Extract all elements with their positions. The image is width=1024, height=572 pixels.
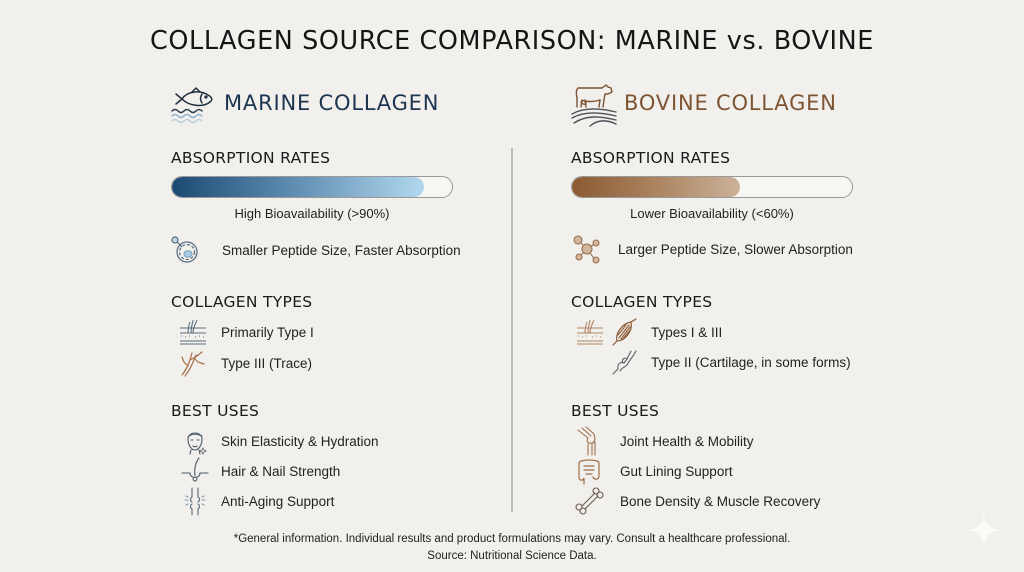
bovine-column: BOVINE COLLAGEN ABSORPTION RATES Lower B…	[566, 80, 886, 515]
skin-layers-icon	[577, 319, 603, 345]
bovine-absorption-caption: Lower Bioavailability (<60%)	[630, 206, 794, 221]
marine-absorption-caption: High Bioavailability (>90%)	[234, 206, 390, 221]
marine-column: MARINE COLLAGEN ABSORPTION RATES High Bi…	[166, 80, 486, 516]
molecule-icon	[573, 235, 600, 264]
page-title: COLLAGEN SOURCE COMPARISON: MARINE vs. B…	[150, 26, 874, 56]
marine-peptide-row: Smaller Peptide Size, Faster Absorption	[170, 235, 461, 265]
marine-use-label: Hair & Nail Strength	[221, 463, 341, 479]
marine-peptide-text: Smaller Peptide Size, Faster Absorption	[222, 242, 461, 258]
marine-use-row: Skin Elasticity & Hydration	[180, 426, 379, 456]
source-text: Source: Nutritional Science Data.	[427, 550, 597, 562]
marine-types-heading: COLLAGEN TYPES	[171, 293, 313, 311]
cow-field-icon	[571, 84, 617, 127]
marine-use-label: Anti-Aging Support	[221, 493, 335, 509]
column-divider	[511, 148, 513, 512]
marine-absorption-heading: ABSORPTION RATES	[171, 149, 331, 167]
marine-use-row: Anti-Aging Support	[180, 486, 334, 516]
bone-icon	[575, 487, 604, 515]
cartilage-icon	[612, 350, 637, 375]
bovine-type-label: Type II (Cartilage, in some forms)	[651, 354, 851, 370]
bovine-peptide-row: Larger Peptide Size, Slower Absorption	[572, 234, 853, 264]
marine-absorption-fill	[172, 177, 424, 197]
bovine-absorption-heading: ABSORPTION RATES	[571, 149, 731, 167]
bovine-peptide-text: Larger Peptide Size, Slower Absorption	[618, 241, 853, 257]
bovine-type-row: Type II (Cartilage, in some forms)	[609, 347, 851, 377]
peptide-cell-icon	[171, 236, 198, 263]
bovine-types-heading: COLLAGEN TYPES	[571, 293, 713, 311]
marine-type-label: Primarily Type I	[221, 324, 314, 340]
bovine-use-row: Gut Lining Support	[574, 456, 733, 486]
bovine-absorption-fill	[572, 177, 740, 197]
marine-type-label: Type III (Trace)	[221, 355, 313, 371]
skin-layers-icon	[180, 319, 206, 345]
marine-use-label: Skin Elasticity & Hydration	[221, 433, 379, 449]
bovine-type-label: Types I & III	[651, 324, 723, 340]
joint-sparkle-icon	[184, 487, 206, 516]
marine-use-row: Hair & Nail Strength	[180, 456, 340, 486]
bovine-use-label: Gut Lining Support	[620, 463, 733, 479]
muscle-icon	[612, 318, 637, 346]
bovine-use-row: Joint Health & Mobility	[574, 426, 754, 456]
bovine-use-label: Bone Density & Muscle Recovery	[620, 493, 821, 509]
bovine-use-label: Joint Health & Mobility	[620, 433, 754, 449]
bovine-uses-heading: BEST USES	[571, 402, 660, 420]
sparkle-icon	[968, 514, 1000, 546]
hair-follicle-icon	[181, 457, 209, 482]
fish-waves-icon	[171, 87, 213, 124]
knee-joint-icon	[577, 426, 596, 456]
marine-absorption-bar	[171, 176, 453, 198]
bovine-use-row: Bone Density & Muscle Recovery	[574, 486, 820, 516]
footer: *General information. Individual results…	[0, 531, 1024, 565]
bovine-type-row: Types I & III	[575, 317, 722, 347]
bovine-absorption-bar	[571, 176, 853, 198]
marine-type-row: Type III (Trace)	[178, 348, 312, 378]
intestine-icon	[578, 459, 600, 485]
bovine-title: BOVINE COLLAGEN	[624, 91, 837, 115]
disclaimer-text: *General information. Individual results…	[233, 533, 791, 545]
marine-uses-heading: BEST USES	[171, 402, 260, 420]
blood-vessel-icon	[181, 351, 205, 377]
bovine-header: BOVINE COLLAGEN	[566, 80, 886, 132]
marine-type-row: Primarily Type I	[178, 317, 314, 347]
face-icon	[187, 432, 207, 455]
marine-title: MARINE COLLAGEN	[224, 91, 440, 115]
marine-header: MARINE COLLAGEN	[166, 80, 486, 132]
